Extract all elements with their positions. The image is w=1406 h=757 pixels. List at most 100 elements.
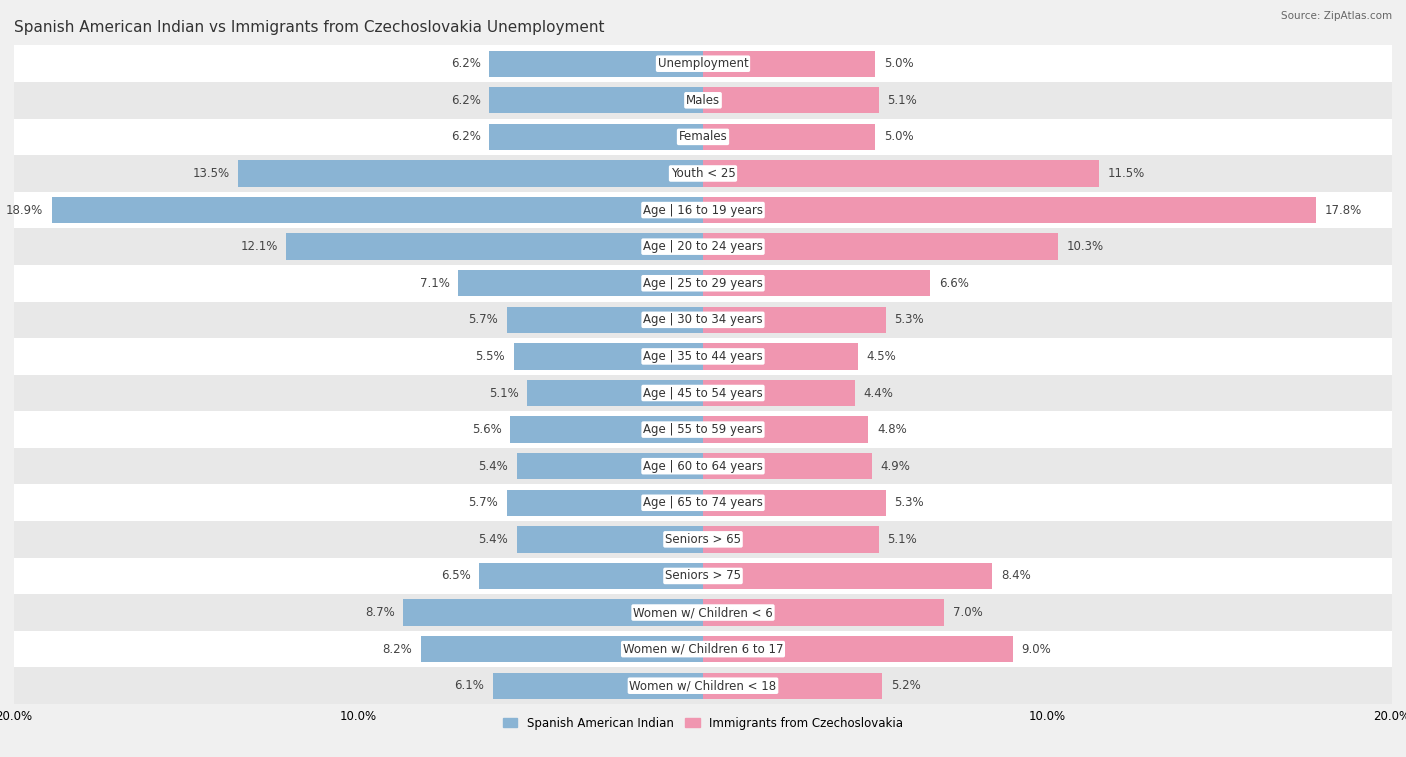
Text: 5.1%: 5.1% (489, 387, 519, 400)
Bar (458, 270, 703, 297)
Text: 8.4%: 8.4% (1001, 569, 1031, 582)
Text: 17.8%: 17.8% (1324, 204, 1362, 217)
Bar (703, 197, 1316, 223)
Text: 13.5%: 13.5% (193, 167, 229, 180)
Bar (14, 265, 1392, 301)
Text: Females: Females (679, 130, 727, 143)
Bar (703, 307, 886, 333)
Text: 4.4%: 4.4% (863, 387, 893, 400)
Text: 6.6%: 6.6% (939, 277, 969, 290)
Text: 5.4%: 5.4% (478, 459, 509, 472)
Text: 9.0%: 9.0% (1022, 643, 1052, 656)
Text: 8.7%: 8.7% (366, 606, 395, 619)
Bar (703, 233, 1057, 260)
Bar (506, 307, 703, 333)
Bar (513, 343, 703, 369)
Text: 6.1%: 6.1% (454, 679, 484, 692)
Text: 5.5%: 5.5% (475, 350, 505, 363)
Bar (703, 453, 872, 479)
Text: 4.8%: 4.8% (877, 423, 907, 436)
Bar (703, 672, 882, 699)
Bar (14, 668, 1392, 704)
Bar (510, 416, 703, 443)
Text: Women w/ Children 6 to 17: Women w/ Children 6 to 17 (623, 643, 783, 656)
Text: Age | 55 to 59 years: Age | 55 to 59 years (643, 423, 763, 436)
Text: 5.3%: 5.3% (894, 313, 924, 326)
Text: 5.1%: 5.1% (887, 533, 917, 546)
Text: 10.3%: 10.3% (1066, 240, 1104, 253)
Bar (420, 636, 703, 662)
Text: 5.7%: 5.7% (468, 497, 498, 509)
Text: Source: ZipAtlas.com: Source: ZipAtlas.com (1281, 11, 1392, 21)
Text: 5.1%: 5.1% (887, 94, 917, 107)
Bar (703, 416, 869, 443)
Text: Youth < 25: Youth < 25 (671, 167, 735, 180)
Bar (238, 160, 703, 187)
Bar (14, 594, 1392, 631)
Bar (14, 631, 1392, 668)
Text: 5.6%: 5.6% (472, 423, 502, 436)
Text: 5.4%: 5.4% (478, 533, 509, 546)
Bar (14, 375, 1392, 411)
Bar (479, 562, 703, 589)
Bar (489, 87, 703, 114)
Text: Age | 25 to 29 years: Age | 25 to 29 years (643, 277, 763, 290)
Text: Women w/ Children < 18: Women w/ Children < 18 (630, 679, 776, 692)
Bar (703, 562, 993, 589)
Bar (14, 192, 1392, 229)
Bar (703, 600, 945, 626)
Text: 5.7%: 5.7% (468, 313, 498, 326)
Bar (14, 119, 1392, 155)
Bar (517, 453, 703, 479)
Text: 6.2%: 6.2% (451, 58, 481, 70)
Text: 5.3%: 5.3% (894, 497, 924, 509)
Text: 11.5%: 11.5% (1108, 167, 1144, 180)
Bar (14, 155, 1392, 192)
Bar (14, 521, 1392, 558)
Text: Unemployment: Unemployment (658, 58, 748, 70)
Bar (703, 343, 858, 369)
Text: Age | 16 to 19 years: Age | 16 to 19 years (643, 204, 763, 217)
Text: 7.0%: 7.0% (953, 606, 983, 619)
Bar (703, 160, 1099, 187)
Bar (703, 526, 879, 553)
Bar (494, 672, 703, 699)
Bar (703, 636, 1012, 662)
Bar (527, 380, 703, 407)
Text: 18.9%: 18.9% (6, 204, 44, 217)
Bar (14, 338, 1392, 375)
Bar (703, 87, 879, 114)
Text: 12.1%: 12.1% (240, 240, 277, 253)
Bar (52, 197, 703, 223)
Text: 4.5%: 4.5% (866, 350, 897, 363)
Bar (14, 82, 1392, 119)
Bar (703, 123, 875, 150)
Bar (14, 448, 1392, 484)
Text: 7.1%: 7.1% (420, 277, 450, 290)
Text: Males: Males (686, 94, 720, 107)
Bar (14, 45, 1392, 82)
Text: Spanish American Indian vs Immigrants from Czechoslovakia Unemployment: Spanish American Indian vs Immigrants fr… (14, 20, 605, 35)
Bar (703, 490, 886, 516)
Bar (506, 490, 703, 516)
Bar (703, 270, 931, 297)
Legend: Spanish American Indian, Immigrants from Czechoslovakia: Spanish American Indian, Immigrants from… (498, 712, 908, 734)
Bar (703, 51, 875, 77)
Bar (489, 51, 703, 77)
Bar (703, 380, 855, 407)
Text: Women w/ Children < 6: Women w/ Children < 6 (633, 606, 773, 619)
Text: Age | 45 to 54 years: Age | 45 to 54 years (643, 387, 763, 400)
Text: 6.5%: 6.5% (440, 569, 471, 582)
Text: 4.9%: 4.9% (880, 459, 910, 472)
Text: 5.2%: 5.2% (891, 679, 921, 692)
Bar (14, 301, 1392, 338)
Bar (287, 233, 703, 260)
Text: Age | 30 to 34 years: Age | 30 to 34 years (643, 313, 763, 326)
Text: 5.0%: 5.0% (884, 58, 914, 70)
Bar (404, 600, 703, 626)
Bar (14, 558, 1392, 594)
Text: Age | 35 to 44 years: Age | 35 to 44 years (643, 350, 763, 363)
Text: 5.0%: 5.0% (884, 130, 914, 143)
Text: Seniors > 75: Seniors > 75 (665, 569, 741, 582)
Text: Age | 60 to 64 years: Age | 60 to 64 years (643, 459, 763, 472)
